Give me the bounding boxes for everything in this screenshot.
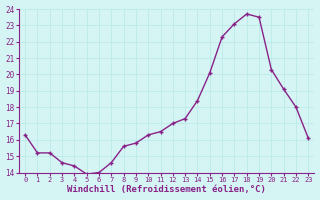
X-axis label: Windchill (Refroidissement éolien,°C): Windchill (Refroidissement éolien,°C) xyxy=(67,185,266,194)
